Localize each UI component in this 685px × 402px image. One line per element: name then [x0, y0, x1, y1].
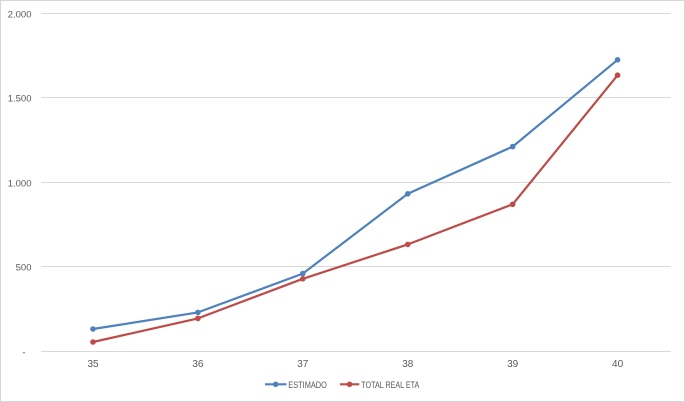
- svg-text:38: 38: [402, 359, 414, 370]
- svg-text:500: 500: [16, 263, 32, 274]
- svg-text:1.500: 1.500: [8, 94, 32, 105]
- svg-text:ESTIMADO: ESTIMADO: [288, 380, 327, 390]
- svg-text:36: 36: [192, 359, 204, 370]
- svg-text:TOTAL REAL ETA: TOTAL REAL ETA: [361, 380, 419, 390]
- svg-text:39: 39: [507, 359, 519, 370]
- svg-text:37: 37: [297, 359, 309, 370]
- svg-text:2.000: 2.000: [8, 10, 32, 21]
- svg-text:35: 35: [87, 359, 99, 370]
- svg-text:-: -: [22, 348, 25, 359]
- svg-text:40: 40: [612, 359, 624, 370]
- svg-text:1.000: 1.000: [8, 179, 32, 190]
